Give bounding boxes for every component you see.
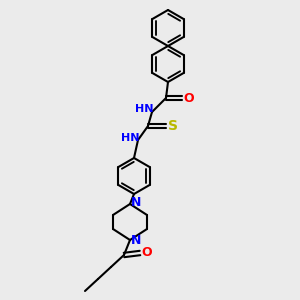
Text: O: O: [184, 92, 194, 104]
Text: N: N: [131, 235, 141, 248]
Text: HN: HN: [121, 133, 139, 143]
Text: HN: HN: [135, 104, 153, 114]
Text: N: N: [131, 196, 141, 209]
Text: O: O: [142, 247, 152, 260]
Text: S: S: [168, 119, 178, 133]
